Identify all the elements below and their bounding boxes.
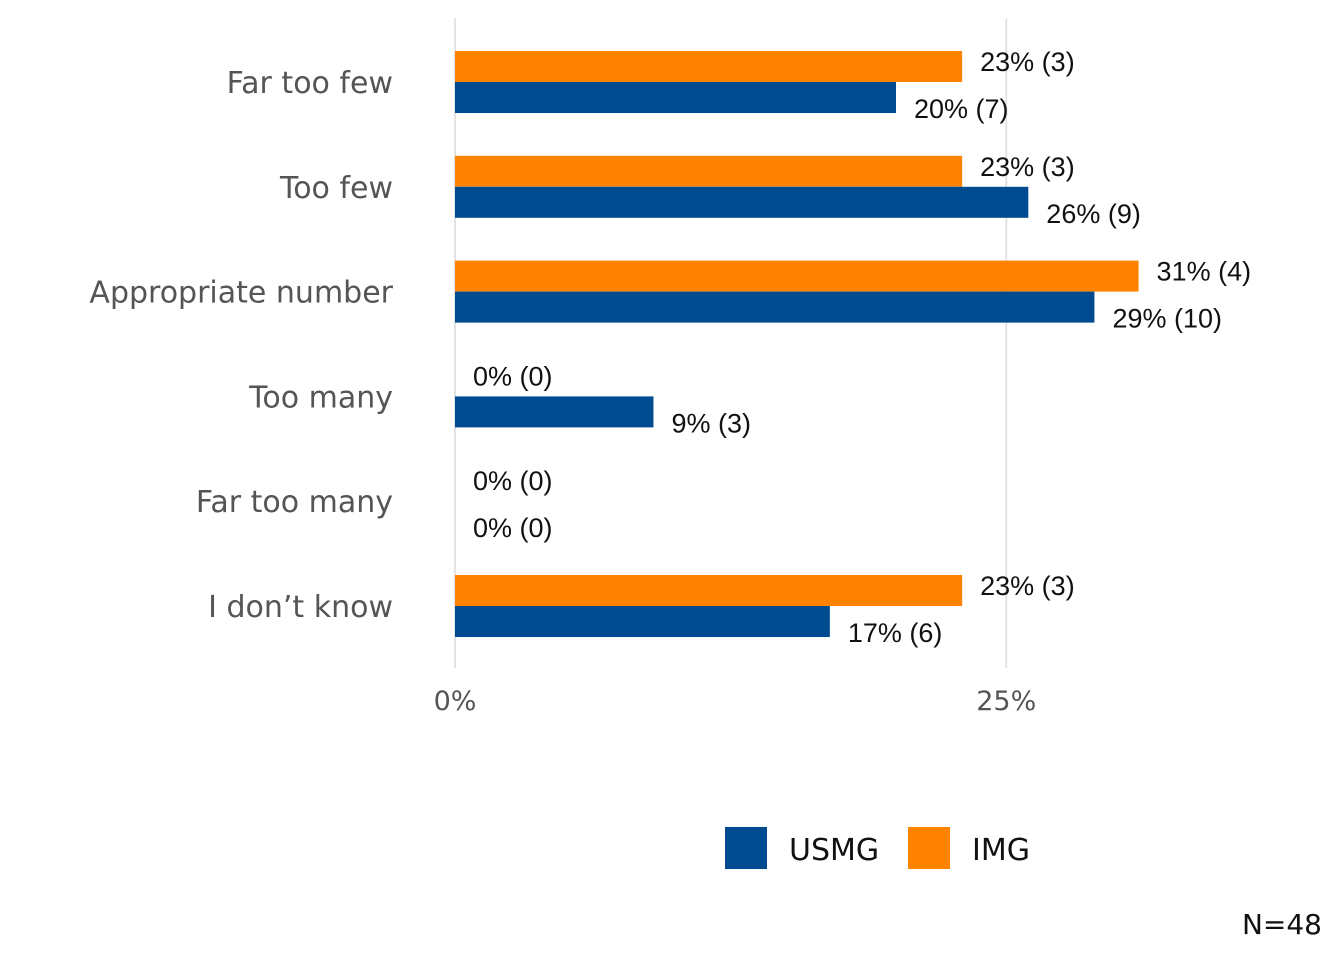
img-bar — [455, 155, 963, 187]
gridlines — [454, 18, 1008, 668]
bars — [455, 51, 1139, 637]
img-bar — [455, 575, 963, 606]
usmg-data-label: 26% (9) — [1046, 199, 1141, 229]
usmg-bar — [455, 396, 654, 428]
category-label: Too many — [248, 380, 393, 415]
usmg-data-label: 17% (6) — [848, 618, 943, 648]
img-data-label: 0% (0) — [473, 361, 553, 391]
legend-swatch-img — [908, 827, 950, 869]
legend-label-usmg: USMG — [789, 833, 879, 868]
usmg-data-label: 20% (7) — [914, 94, 1009, 124]
x-tick-label: 25% — [976, 686, 1036, 717]
img-data-label: 0% (0) — [473, 466, 553, 496]
img-data-label: 23% (3) — [980, 152, 1075, 182]
category-label: Appropriate number — [89, 276, 393, 311]
usmg-data-label: 9% (3) — [671, 408, 751, 438]
category-label: Far too few — [227, 66, 393, 101]
img-data-label: 31% (4) — [1157, 257, 1252, 287]
category-labels: Far too few Too few Appropriate number Too … — [89, 66, 393, 625]
legend: USMG IMG — [725, 827, 1030, 869]
usmg-bar — [455, 606, 830, 637]
category-label: I don’t know — [208, 590, 393, 625]
img-data-label: 23% (3) — [980, 47, 1075, 77]
usmg-bar — [455, 186, 1029, 218]
category-label: Far too many — [196, 485, 393, 520]
img-bar — [455, 260, 1139, 292]
legend-label-img: IMG — [972, 833, 1030, 868]
usmg-data-label: 0% (0) — [473, 513, 553, 543]
category-label: Too few — [279, 171, 393, 206]
img-bar — [455, 51, 963, 82]
img-data-label: 23% (3) — [980, 571, 1075, 601]
legend-swatch-usmg — [725, 827, 767, 869]
usmg-bar — [455, 82, 896, 113]
x-tick-label: 0% — [434, 686, 477, 717]
usmg-data-label: 29% (10) — [1112, 304, 1222, 334]
sample-size-note: N=48 — [1242, 908, 1322, 941]
data-labels: 23% (3) 20% (7) 23% (3) 26% (9) 31% (4) 29% (… — [473, 47, 1251, 648]
usmg-bar — [455, 291, 1095, 323]
x-axis-ticks: 0%25%50%75% — [434, 686, 1037, 717]
